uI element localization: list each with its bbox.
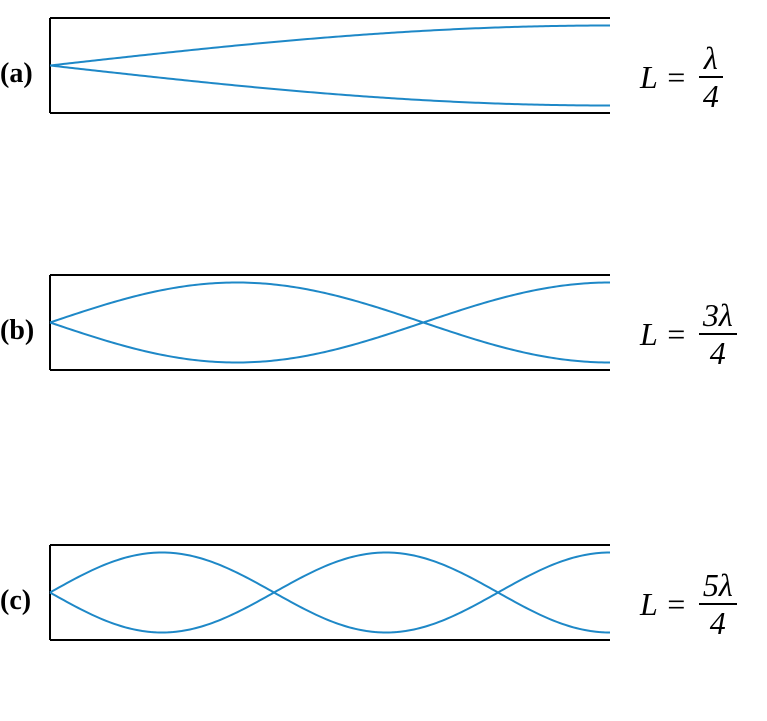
panel-b-label: (b): [0, 315, 34, 347]
panel-a-label: (a): [0, 58, 33, 90]
panel-c-label: (c): [0, 585, 31, 617]
formula-c-denominator: 4: [699, 605, 737, 639]
tube-a: [50, 18, 610, 113]
formula-a-fraction: λ 4: [699, 42, 723, 112]
formula-a-lhs: L =: [640, 59, 687, 96]
formula-c-lhs: L =: [640, 586, 687, 623]
formula-b: L = 3λ 4: [640, 299, 737, 369]
tube-b: [50, 275, 610, 370]
formula-c-fraction: 5λ 4: [699, 569, 737, 639]
tube-c: [50, 545, 610, 640]
standing-wave-figure: (a) L = λ 4 (b) L = 3λ 4 (c): [0, 0, 767, 721]
formula-a-denominator: 4: [699, 78, 723, 112]
formula-b-lhs: L =: [640, 316, 687, 353]
formula-b-fraction: 3λ 4: [699, 299, 737, 369]
formula-b-numerator: 3λ: [699, 299, 737, 335]
formula-a-numerator: λ: [699, 42, 723, 78]
formula-a: L = λ 4: [640, 42, 723, 112]
formula-c: L = 5λ 4: [640, 569, 737, 639]
formula-b-denominator: 4: [699, 335, 737, 369]
formula-c-numerator: 5λ: [699, 569, 737, 605]
